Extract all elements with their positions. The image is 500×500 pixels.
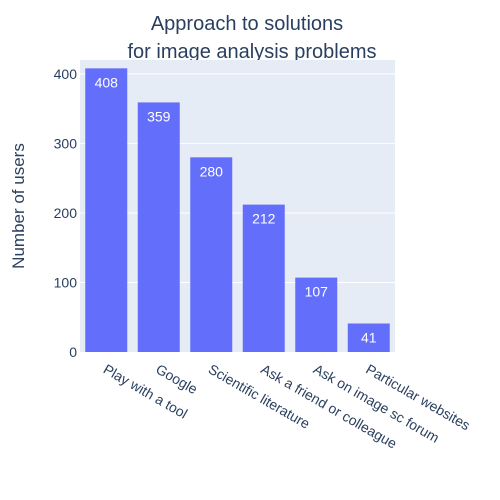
- y-tick-label: 200: [54, 205, 78, 221]
- bar-value-label: 212: [252, 211, 276, 227]
- plot-area: [80, 60, 395, 352]
- gridlines: [80, 73, 395, 283]
- y-tick-label: 300: [54, 135, 78, 151]
- y-axis-ticks: 0 100 200 300 400: [54, 66, 78, 360]
- y-tick-label: 100: [54, 274, 78, 290]
- bar: [295, 277, 338, 352]
- bars: 408 359 280 212 107 41: [85, 68, 390, 353]
- y-tick-label: 400: [54, 66, 78, 82]
- bar: [137, 102, 180, 353]
- bar-value-label: 107: [305, 284, 329, 300]
- y-axis-title: Number of users: [9, 143, 28, 269]
- bar-value-label: 280: [200, 163, 224, 179]
- bar: [190, 157, 233, 352]
- bar-value-label: 359: [147, 108, 171, 124]
- chart-title-line-1: Approach to solutions: [151, 13, 343, 35]
- bar: [85, 68, 128, 352]
- bar-value-label: 41: [361, 329, 377, 345]
- bar: [347, 323, 390, 352]
- chart-title-line-2: for image analysis problems: [128, 41, 377, 63]
- bar-value-label: 408: [95, 74, 119, 90]
- y-tick-label: 0: [69, 344, 77, 360]
- bar: [242, 204, 285, 352]
